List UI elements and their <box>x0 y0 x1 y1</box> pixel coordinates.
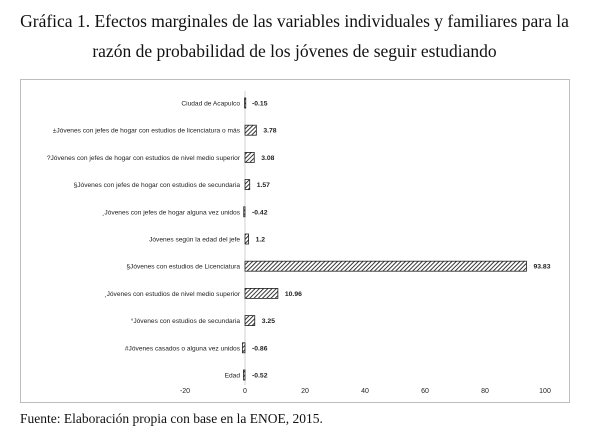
category-label: Jóvenes según la edad del jefe <box>149 237 240 244</box>
data-label: 1.2 <box>256 237 266 244</box>
bar <box>244 233 249 245</box>
x-axis-ticks: -20 0 20 40 60 80 100 <box>180 388 551 395</box>
category-label: ?Jóvenes con jefes de hogar con estudios… <box>47 155 241 162</box>
category-label: ±Jóvenes con jefes de hogar con estudios… <box>53 128 241 135</box>
chart-title-line-2: razón de probabilidad de los jóvenes de … <box>92 41 497 61</box>
bar <box>244 151 255 163</box>
bars-layer <box>242 91 527 385</box>
bar <box>244 97 247 109</box>
data-label: 3.78 <box>263 128 276 135</box>
data-label: 3.25 <box>262 318 275 325</box>
labels-layer: Ciudad de Acapulco -0.15 ±Jóvenes con jefe… <box>47 101 551 380</box>
data-label: 3.08 <box>261 155 274 162</box>
bar <box>244 287 279 299</box>
data-label: -0.86 <box>252 345 268 352</box>
category-label: ¸Jóvenes con jefes de hogar alguna vez u… <box>102 209 241 216</box>
data-label: 1.57 <box>257 182 270 189</box>
bar <box>243 369 246 381</box>
data-label: -0.52 <box>252 373 268 380</box>
chart-title: Gráfica 1. Efectos marginales de las var… <box>0 6 589 66</box>
chart-frame <box>20 79 570 403</box>
x-tick-label: 40 <box>361 388 369 395</box>
bar <box>242 342 246 354</box>
data-label: 10.96 <box>285 291 302 298</box>
category-label: §Jóvenes con estudios de Licenciatura <box>126 264 240 271</box>
category-label: #Jóvenes casados o alguna vez unidos <box>125 345 241 352</box>
x-tick-label: 80 <box>481 388 489 395</box>
data-label: 93.83 <box>533 264 550 271</box>
x-tick-label: 20 <box>301 388 309 395</box>
x-tick-label: 0 <box>243 388 247 395</box>
chart-title-line-1: Gráfica 1. Efectos marginales de las var… <box>20 11 569 31</box>
x-tick-label: 100 <box>539 388 551 395</box>
bar <box>244 260 527 272</box>
category-label: Ciudad de Acapulco <box>181 101 240 108</box>
bar <box>244 315 256 327</box>
data-label: -0.42 <box>252 209 268 216</box>
x-tick-label: 60 <box>421 388 429 395</box>
category-label: °Jóvenes con estudios de secundaria <box>131 317 241 325</box>
bar <box>244 179 251 191</box>
category-label: ¸Jóvenes con estudios de nivel medio sup… <box>104 291 240 298</box>
bar <box>244 124 257 136</box>
category-label: Edad <box>225 373 241 380</box>
source-note: Fuente: Elaboración propia con base en l… <box>20 411 323 426</box>
data-label: -0.15 <box>252 101 268 108</box>
x-tick-label: -20 <box>180 388 190 395</box>
bar <box>243 206 246 218</box>
category-label: §Jóvenes con jefes de hogar con estudios… <box>74 182 241 189</box>
